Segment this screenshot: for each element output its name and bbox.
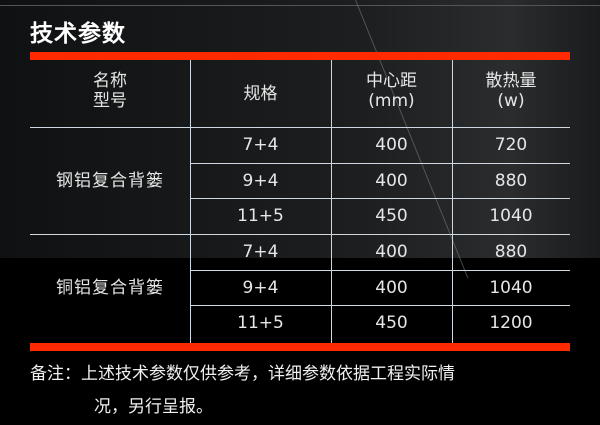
heat-output-cell: 1040 bbox=[489, 206, 533, 226]
center-distance-cell: 400 bbox=[375, 171, 408, 191]
header-heat: 散热量 bbox=[485, 71, 537, 91]
note-line2: 况，另行呈报。 bbox=[94, 397, 213, 417]
center-distance-cell: 400 bbox=[375, 278, 408, 298]
page-title: 技术参数 bbox=[30, 21, 126, 47]
spec-cell: 7+4 bbox=[242, 135, 279, 155]
background bbox=[0, 0, 600, 258]
header-name: 名称 bbox=[93, 71, 127, 91]
product-name: 钢铝复合背篓 bbox=[56, 171, 164, 191]
center-distance-cell: 450 bbox=[375, 313, 408, 333]
note: 备注：上述技术参数仅供参考，详细参数依据工程实际情 况，另行呈报。 bbox=[30, 358, 580, 424]
header-model: 型号 bbox=[93, 91, 127, 111]
center-distance-cell: 400 bbox=[375, 242, 408, 262]
row-divider bbox=[30, 234, 570, 235]
row-divider bbox=[190, 305, 570, 306]
center-distance-cell: 450 bbox=[375, 206, 408, 226]
col-divider bbox=[190, 60, 191, 343]
header-center: 中心距 bbox=[366, 71, 417, 91]
header-center-unit: (mm) bbox=[368, 91, 415, 111]
heat-output-cell: 1040 bbox=[489, 278, 533, 298]
spec-cell: 9+4 bbox=[242, 278, 279, 298]
heat-output-cell: 720 bbox=[494, 135, 528, 155]
col-divider bbox=[331, 60, 332, 343]
spec-cell: 7+4 bbox=[242, 242, 279, 262]
row-divider bbox=[30, 127, 570, 128]
center-distance-cell: 400 bbox=[375, 135, 408, 155]
heat-output-cell: 880 bbox=[494, 242, 528, 262]
row-divider bbox=[190, 163, 570, 164]
red-divider-top bbox=[30, 52, 570, 60]
row-divider bbox=[190, 198, 570, 199]
decor-line bbox=[0, 5, 600, 6]
product-name: 铜铝复合背篓 bbox=[56, 278, 164, 298]
header-heat-unit: (w) bbox=[497, 91, 525, 111]
spec-cell: 9+4 bbox=[242, 171, 279, 191]
red-divider-bottom bbox=[30, 343, 570, 351]
note-line1: 备注：上述技术参数仅供参考，详细参数依据工程实际情 bbox=[30, 364, 455, 384]
header-spec: 规格 bbox=[243, 84, 278, 104]
heat-output-cell: 880 bbox=[494, 171, 528, 191]
spec-cell: 11+5 bbox=[237, 206, 284, 226]
col-divider bbox=[452, 60, 453, 343]
heat-output-cell: 1200 bbox=[489, 313, 533, 333]
row-divider bbox=[190, 270, 570, 271]
spec-cell: 11+5 bbox=[237, 313, 284, 333]
